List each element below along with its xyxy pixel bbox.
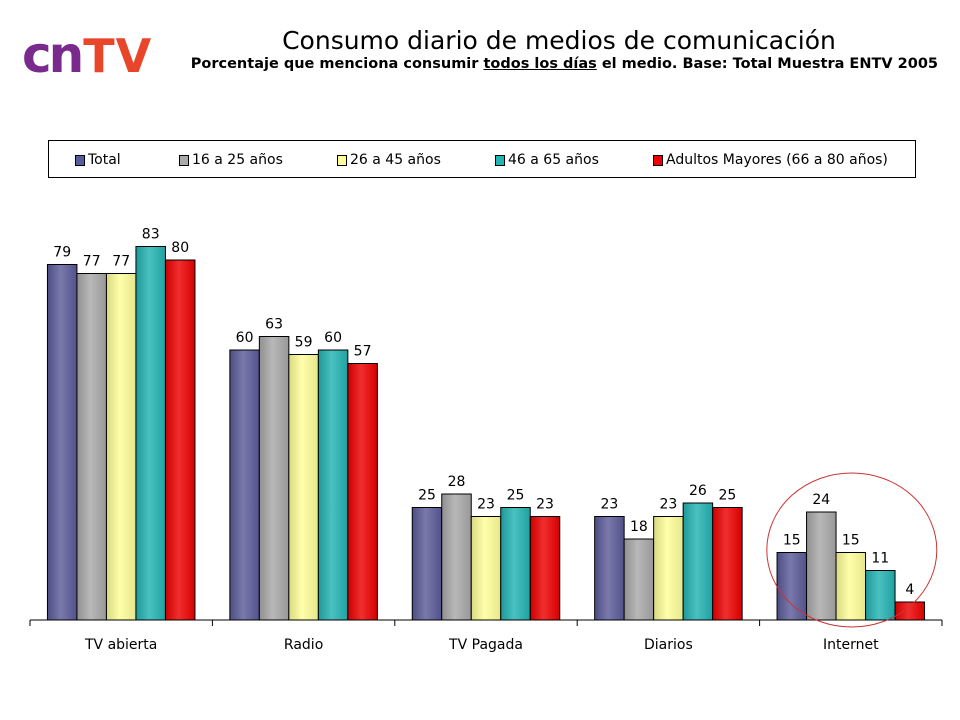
bar (894, 601, 926, 621)
bar (594, 516, 625, 621)
bar (653, 516, 684, 621)
bar (470, 516, 502, 621)
x-tick-label: Internet (823, 637, 879, 653)
logo-cn-text: cn (22, 26, 84, 84)
bar (682, 502, 714, 621)
legend-swatch (75, 154, 85, 166)
legend-item: Total (75, 152, 121, 168)
legend-item: 46 a 65 años (495, 152, 599, 168)
legend-swatch (179, 154, 189, 166)
highlight-circle (766, 472, 938, 628)
subtitle-post: el medio. Base: Total Muestra ENTV 2005 (596, 56, 938, 72)
data-label: 25 (718, 488, 736, 504)
bar (229, 349, 260, 621)
data-label: 15 (783, 533, 801, 549)
data-label: 23 (477, 497, 495, 513)
bar (441, 493, 472, 621)
data-label: 25 (418, 488, 436, 504)
logo-tv-text: TV (83, 29, 153, 83)
bar (347, 363, 378, 621)
legend-swatch (337, 154, 347, 166)
bar (317, 349, 349, 621)
data-label: 23 (536, 497, 554, 513)
x-tick-label: TV Pagada (448, 637, 523, 653)
data-label: 77 (83, 254, 101, 270)
bar (806, 511, 837, 621)
x-tick-label: Radio (284, 637, 323, 653)
data-label: 60 (324, 330, 342, 346)
data-label: 57 (354, 344, 372, 360)
data-label: 28 (448, 474, 466, 490)
bar (835, 552, 867, 621)
data-label: 11 (871, 551, 889, 567)
legend-label: Total (88, 152, 121, 168)
bar (865, 570, 896, 621)
data-label: 26 (689, 483, 707, 499)
legend-item: Adultos Mayores (66 a 80 años) (653, 152, 888, 168)
data-label: 23 (600, 497, 618, 513)
x-tick-label: Diarios (644, 637, 693, 653)
bar (529, 516, 561, 621)
bar (105, 273, 137, 621)
chart-title: Consumo diario de medios de comunicación (282, 26, 836, 55)
data-label: 15 (842, 533, 860, 549)
legend-swatch (495, 154, 505, 166)
bar (500, 507, 531, 621)
legend-item: 16 a 25 años (179, 152, 283, 168)
data-label: 24 (812, 492, 830, 508)
x-tick-label: TV abierta (84, 637, 157, 653)
data-label: 59 (295, 335, 313, 351)
data-label: 60 (236, 330, 254, 346)
bar (776, 552, 808, 621)
bar (712, 507, 743, 621)
data-label: 63 (265, 317, 283, 333)
bar (258, 336, 290, 621)
data-label: 18 (630, 519, 648, 535)
chart-subtitle: Porcentaje que menciona consumir todos l… (150, 56, 938, 72)
bar (164, 259, 196, 621)
chart-legend: Total 16 a 25 años 26 a 45 años 46 a 65 año… (48, 140, 916, 178)
legend-label: 26 a 45 años (350, 152, 441, 168)
cntv-logo: cn TV (22, 26, 153, 84)
data-label: 25 (507, 488, 525, 504)
data-label: 4 (905, 582, 914, 598)
legend-swatch (653, 154, 663, 166)
bar (46, 264, 78, 621)
legend-label: 16 a 25 años (192, 152, 283, 168)
bar (411, 507, 443, 621)
legend-label: 46 a 65 años (508, 152, 599, 168)
bar (623, 538, 655, 621)
legend-item: 26 a 45 años (337, 152, 441, 168)
legend-label: Adultos Mayores (66 a 80 años) (666, 152, 888, 168)
data-label: 80 (171, 240, 189, 256)
data-label: 77 (112, 254, 130, 270)
subtitle-underlined: todos los días (483, 56, 597, 72)
subtitle-pre: Porcentaje que menciona consumir (190, 56, 484, 72)
data-label: 23 (659, 497, 677, 513)
data-label: 79 (53, 245, 71, 261)
bar (288, 354, 319, 621)
bar (76, 273, 107, 621)
data-label: 83 (142, 227, 160, 243)
bar (135, 246, 166, 621)
